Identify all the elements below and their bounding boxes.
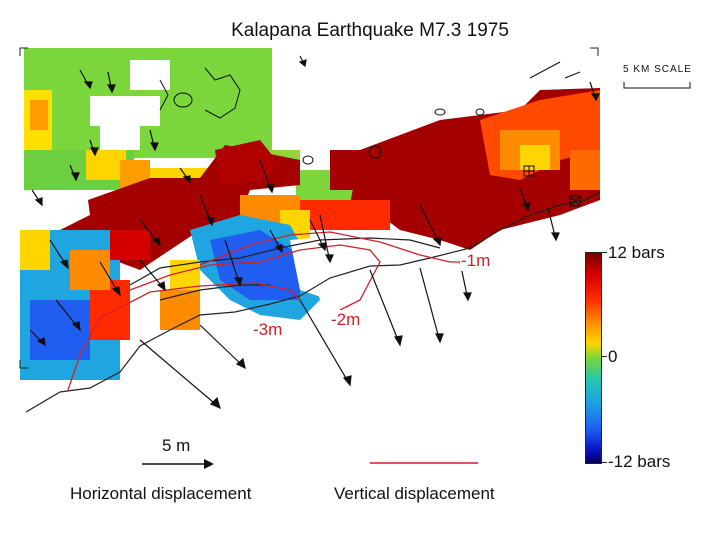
map-title: Kalapana Earthquake M7.3 1975 (231, 20, 509, 41)
frame-corners (19, 47, 599, 369)
legend-arrow (142, 459, 214, 469)
vertical-contours (67, 231, 480, 391)
contour-label-3m: -3m (252, 320, 284, 340)
stress-field (20, 48, 600, 380)
km-scale-label: 5 KM SCALE (623, 64, 692, 75)
station-markers (523, 165, 581, 207)
colorbar-max-label: 12 bars (608, 243, 665, 262)
colorbar-tick-max (601, 252, 607, 253)
legend-horizontal-label: Horizontal displacement (70, 484, 252, 503)
colorbar (585, 252, 602, 464)
colorbar-tick-min (601, 462, 607, 463)
contour-label-2m: -2m (330, 310, 362, 330)
caldera-outlines (159, 61, 581, 165)
colorbar-mid-label: 0 (608, 347, 618, 366)
colorbar-min-label: -12 bars (608, 452, 671, 471)
displacement-arrows (29, 55, 600, 410)
contour-label-1m: -1m (460, 251, 492, 271)
legend-vertical-label: Vertical displacement (334, 484, 495, 503)
colorbar-tick-mid (601, 356, 607, 357)
legend-arrow-scale-label: 5 m (162, 436, 191, 455)
km-scale-bar (623, 82, 691, 89)
